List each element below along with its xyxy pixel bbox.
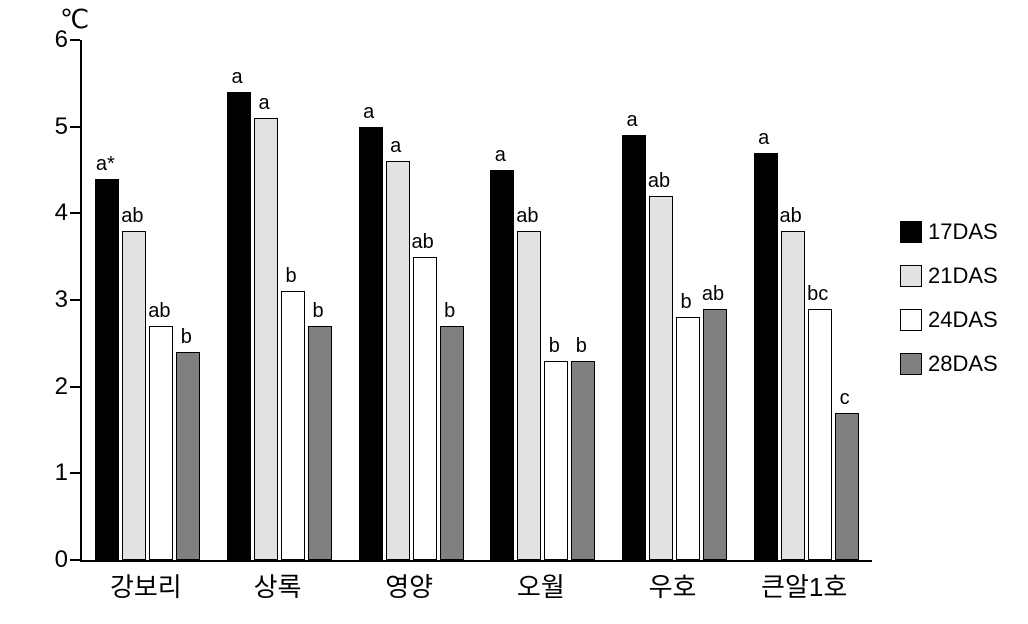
plot-area xyxy=(80,40,872,562)
legend-label: 21DAS xyxy=(928,263,998,289)
bar xyxy=(490,170,514,560)
bar xyxy=(544,361,568,560)
x-tick-label: 큰알1호 xyxy=(761,567,847,604)
bar-value-label: a xyxy=(363,101,374,124)
bar-value-label: a xyxy=(758,127,769,150)
bar-value-label: a* xyxy=(96,153,115,176)
legend-label: 17DAS xyxy=(928,219,998,245)
bar-chart: ℃ 17DAS21DAS24DAS28DAS 0123456a*ababb강보리… xyxy=(0,0,1028,624)
bar-value-label: b xyxy=(444,300,455,323)
y-tick-mark xyxy=(70,212,80,214)
legend-swatch xyxy=(900,353,922,375)
y-tick-mark xyxy=(70,39,80,41)
bar-value-label: c xyxy=(840,387,850,410)
y-tick-label: 2 xyxy=(38,373,68,401)
bar-value-label: ab xyxy=(148,300,170,323)
bar-value-label: a xyxy=(495,144,506,167)
legend-item: 28DAS xyxy=(900,342,998,386)
bar-value-label: ab xyxy=(412,231,434,254)
y-tick-mark xyxy=(70,472,80,474)
legend-swatch xyxy=(900,309,922,331)
legend-swatch xyxy=(900,221,922,243)
bar-value-label: b xyxy=(576,335,587,358)
y-tick-label: 4 xyxy=(38,199,68,227)
bar-value-label: a xyxy=(231,66,242,89)
bar xyxy=(571,361,595,560)
bar xyxy=(359,127,383,560)
bar xyxy=(703,309,727,560)
bar-value-label: b xyxy=(549,335,560,358)
bar-value-label: b xyxy=(680,291,691,314)
bar-value-label: ab xyxy=(780,205,802,228)
bar xyxy=(649,196,673,560)
y-tick-mark xyxy=(70,386,80,388)
y-tick-label: 5 xyxy=(38,113,68,141)
bar-value-label: ab xyxy=(121,205,143,228)
bar xyxy=(122,231,146,560)
bar-value-label: ab xyxy=(516,205,538,228)
y-tick-mark xyxy=(70,299,80,301)
legend-label: 24DAS xyxy=(928,307,998,333)
bar-value-label: a xyxy=(390,135,401,158)
x-tick-label: 상록 xyxy=(254,567,302,604)
y-tick-label: 0 xyxy=(38,546,68,574)
legend-item: 21DAS xyxy=(900,254,998,298)
bar-value-label: ab xyxy=(648,170,670,193)
bar-value-label: b xyxy=(181,326,192,349)
x-tick-label: 영양 xyxy=(385,567,433,604)
bar xyxy=(676,317,700,560)
y-tick-label: 6 xyxy=(38,26,68,54)
bar-value-label: ab xyxy=(702,283,724,306)
bar-value-label: b xyxy=(312,300,323,323)
bar xyxy=(622,135,646,560)
bar-value-label: a xyxy=(626,109,637,132)
legend-swatch xyxy=(900,265,922,287)
y-tick-label: 1 xyxy=(38,459,68,487)
y-tick-mark xyxy=(70,126,80,128)
y-tick-mark xyxy=(70,559,80,561)
bar xyxy=(227,92,251,560)
x-tick-label: 우호 xyxy=(649,567,697,604)
bar xyxy=(781,231,805,560)
bar xyxy=(440,326,464,560)
bar xyxy=(413,257,437,560)
legend: 17DAS 21DAS 24DAS 28DAS xyxy=(900,210,998,386)
bar xyxy=(176,352,200,560)
bar xyxy=(754,153,778,560)
bar xyxy=(386,161,410,560)
bar xyxy=(517,231,541,560)
bar-value-label: a xyxy=(258,92,269,115)
y-tick-label: 3 xyxy=(38,286,68,314)
bar-value-label: bc xyxy=(807,283,828,306)
x-tick-label: 강보리 xyxy=(110,567,182,604)
legend-label: 28DAS xyxy=(928,351,998,377)
bar xyxy=(835,413,859,560)
bar-value-label: b xyxy=(285,265,296,288)
bar xyxy=(254,118,278,560)
bar xyxy=(149,326,173,560)
x-tick-label: 오월 xyxy=(517,567,565,604)
bar xyxy=(95,179,119,560)
bar xyxy=(308,326,332,560)
bar xyxy=(281,291,305,560)
legend-item: 17DAS xyxy=(900,210,998,254)
legend-item: 24DAS xyxy=(900,298,998,342)
bar xyxy=(808,309,832,560)
